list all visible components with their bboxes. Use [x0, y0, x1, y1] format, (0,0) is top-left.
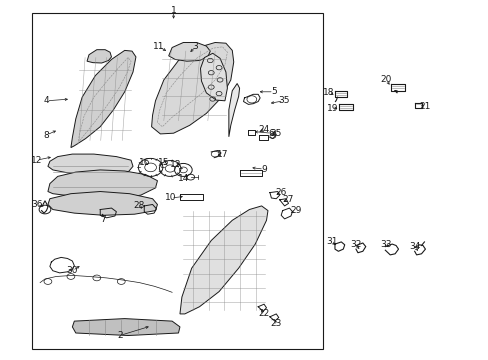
Text: 11: 11: [153, 42, 164, 51]
Polygon shape: [48, 192, 157, 215]
Polygon shape: [200, 53, 227, 101]
Text: 34: 34: [408, 242, 420, 251]
Text: 27: 27: [282, 195, 294, 204]
Text: 36: 36: [31, 200, 42, 209]
Text: 18: 18: [322, 88, 334, 97]
Polygon shape: [151, 42, 233, 134]
Polygon shape: [48, 170, 157, 199]
Polygon shape: [180, 206, 267, 314]
Text: 3: 3: [192, 42, 198, 51]
Text: 32: 32: [349, 240, 361, 249]
Polygon shape: [72, 319, 180, 336]
Text: 12: 12: [31, 156, 42, 165]
Text: 10: 10: [165, 194, 177, 202]
Text: 26: 26: [275, 188, 286, 197]
Polygon shape: [48, 154, 133, 175]
Text: 21: 21: [419, 102, 430, 111]
Text: 19: 19: [326, 104, 338, 112]
Text: 13: 13: [170, 161, 182, 169]
Polygon shape: [228, 84, 239, 137]
Text: 6: 6: [268, 129, 274, 138]
Text: 17: 17: [216, 150, 228, 159]
Text: 22: 22: [258, 309, 269, 318]
Polygon shape: [87, 50, 111, 63]
Text: 25: 25: [270, 129, 282, 138]
Text: 2: 2: [117, 331, 122, 340]
Text: 15: 15: [158, 158, 169, 167]
Text: 16: 16: [138, 158, 150, 167]
Polygon shape: [168, 42, 210, 61]
Text: 14: 14: [177, 174, 189, 183]
Text: 35: 35: [277, 96, 289, 105]
Text: 31: 31: [325, 238, 337, 246]
Text: 5: 5: [270, 87, 276, 96]
Text: 8: 8: [43, 130, 49, 139]
Text: 7: 7: [100, 215, 105, 224]
Text: 9: 9: [261, 165, 266, 174]
Polygon shape: [71, 50, 136, 148]
Text: 33: 33: [380, 240, 391, 249]
Text: 1: 1: [170, 6, 176, 15]
Text: 24: 24: [258, 125, 269, 134]
Text: 23: 23: [270, 319, 282, 328]
Bar: [32, 13, 322, 349]
Text: 28: 28: [133, 202, 145, 210]
Text: 30: 30: [66, 266, 78, 275]
Text: 20: 20: [380, 76, 391, 85]
Text: 29: 29: [289, 206, 301, 215]
Text: 4: 4: [43, 96, 49, 105]
